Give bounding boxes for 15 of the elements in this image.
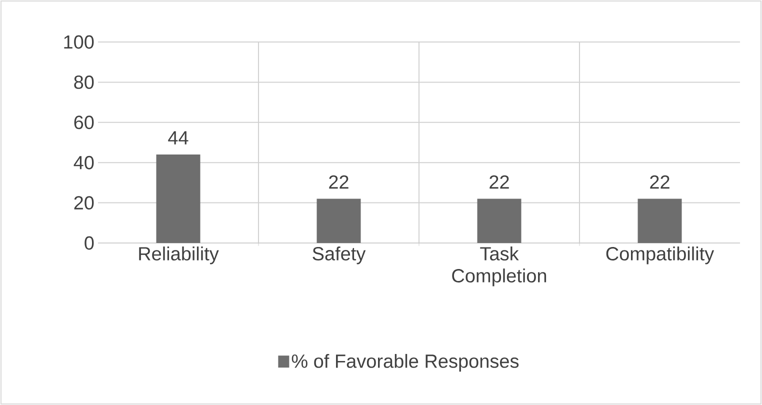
y-tick-label: 40 <box>74 156 94 170</box>
data-label: 22 <box>650 175 670 189</box>
x-tick-label: Task Completion <box>452 246 546 286</box>
y-tick-label: 60 <box>74 116 94 130</box>
legend-label: % of Favorable Responses <box>292 354 519 372</box>
data-label: 22 <box>490 175 509 189</box>
data-label: 44 <box>168 131 188 144</box>
y-tick-label: 20 <box>74 196 94 210</box>
y-tick-label: 0 <box>84 236 94 250</box>
x-tick-label: Compatibility <box>606 246 714 264</box>
y-tick-label: 80 <box>74 75 94 89</box>
x-tick-label: Safety <box>312 246 366 264</box>
y-tick-label: 100 <box>64 35 94 49</box>
data-label: 22 <box>329 175 348 189</box>
x-tick-label: Reliability <box>139 246 219 264</box>
